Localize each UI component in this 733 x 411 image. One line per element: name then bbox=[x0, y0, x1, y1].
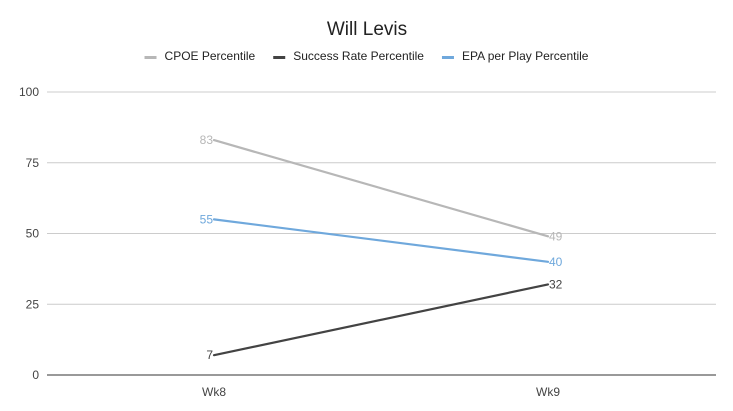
series-line bbox=[212, 139, 550, 238]
data-label: 55 bbox=[200, 212, 214, 226]
gridlines bbox=[47, 91, 716, 376]
y-axis: 0 25 50 75 100 bbox=[19, 85, 39, 382]
legend: CPOE Percentile Success Rate Percentile EP… bbox=[144, 49, 589, 63]
series-line bbox=[212, 218, 550, 263]
data-label: 83 bbox=[200, 133, 214, 147]
series-line bbox=[212, 283, 550, 357]
legend-item: CPOE Percentile bbox=[144, 49, 256, 63]
series-lines bbox=[212, 139, 550, 357]
legend-label: EPA per Play Percentile bbox=[462, 49, 589, 63]
data-label: 49 bbox=[549, 229, 563, 243]
legend-item: EPA per Play Percentile bbox=[441, 49, 589, 63]
legend-item: Success Rate Percentile bbox=[273, 49, 424, 63]
y-tick-label: 100 bbox=[19, 85, 39, 99]
data-labels: 83 49 7 32 55 40 bbox=[200, 133, 563, 362]
data-label: 32 bbox=[549, 277, 563, 291]
y-tick-label: 25 bbox=[26, 297, 40, 311]
x-tick-label: Wk9 bbox=[536, 385, 560, 399]
y-tick-label: 50 bbox=[26, 227, 40, 241]
data-label: 40 bbox=[549, 255, 563, 269]
legend-swatch bbox=[144, 56, 157, 59]
x-tick-label: Wk8 bbox=[202, 385, 226, 399]
legend-swatch bbox=[441, 56, 454, 59]
chart-title: Will Levis bbox=[327, 19, 407, 40]
data-label: 7 bbox=[206, 348, 213, 362]
y-tick-label: 0 bbox=[32, 368, 39, 382]
legend-swatch bbox=[273, 56, 286, 59]
legend-label: CPOE Percentile bbox=[165, 49, 256, 63]
x-axis: Wk8 Wk9 bbox=[202, 385, 560, 399]
legend-label: Success Rate Percentile bbox=[293, 49, 424, 63]
y-tick-label: 75 bbox=[26, 156, 40, 170]
